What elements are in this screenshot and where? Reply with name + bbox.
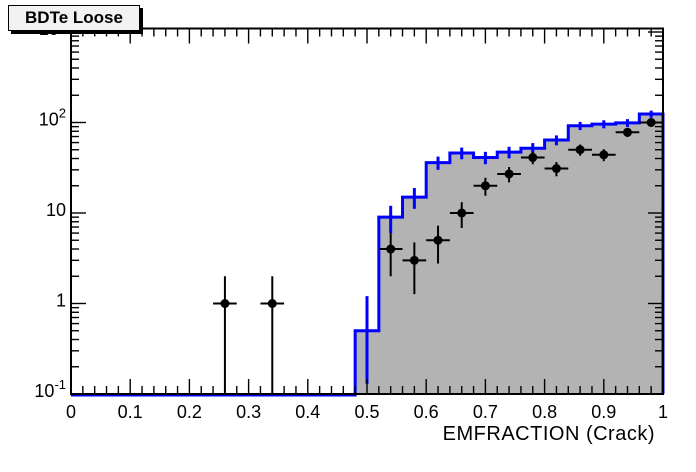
svg-text:0.7: 0.7	[473, 402, 498, 422]
x-tick-labels: 0 0.1 0.2 0.3 0.4 0.5 0.6 0.7 0.8 0.9 1	[66, 402, 668, 422]
data-marker	[267, 299, 277, 308]
y-tick-labels: 10-1110102103	[34, 15, 66, 401]
svg-text:0: 0	[66, 402, 76, 422]
axis-ticks	[70, 28, 664, 395]
svg-text:1: 1	[56, 291, 66, 311]
data-marker	[220, 299, 230, 308]
histogram-fill	[355, 114, 663, 394]
data-points	[213, 118, 663, 394]
histogram-error-bars	[365, 110, 653, 384]
plot-title: BDTe Loose	[25, 8, 123, 27]
data-marker	[528, 153, 538, 163]
svg-text:0.8: 0.8	[532, 402, 557, 422]
svg-text:102: 102	[39, 106, 66, 130]
histogram-outline	[71, 112, 665, 397]
svg-text:0.4: 0.4	[295, 402, 320, 422]
x-axis-title: EMFRACTION (Crack)	[442, 423, 655, 445]
svg-text:0.5: 0.5	[354, 402, 379, 422]
data-marker	[480, 181, 490, 191]
data-marker	[504, 169, 514, 179]
svg-text:0.6: 0.6	[414, 402, 439, 422]
svg-text:0.1: 0.1	[118, 402, 143, 422]
plot-title-box: BDTe Loose	[8, 5, 140, 31]
data-marker	[386, 244, 396, 254]
data-marker	[433, 235, 443, 245]
svg-text:10: 10	[46, 200, 66, 220]
svg-text:0.2: 0.2	[177, 402, 202, 422]
data-marker	[599, 150, 609, 160]
data-marker	[622, 127, 632, 137]
data-marker	[409, 255, 419, 265]
svg-text:0.9: 0.9	[591, 402, 616, 422]
data-marker	[457, 208, 467, 218]
data-marker	[551, 164, 561, 174]
svg-text:0.3: 0.3	[236, 402, 261, 422]
svg-text:10-1: 10-1	[34, 377, 66, 401]
svg-text:1: 1	[658, 402, 668, 422]
data-marker	[575, 145, 585, 155]
